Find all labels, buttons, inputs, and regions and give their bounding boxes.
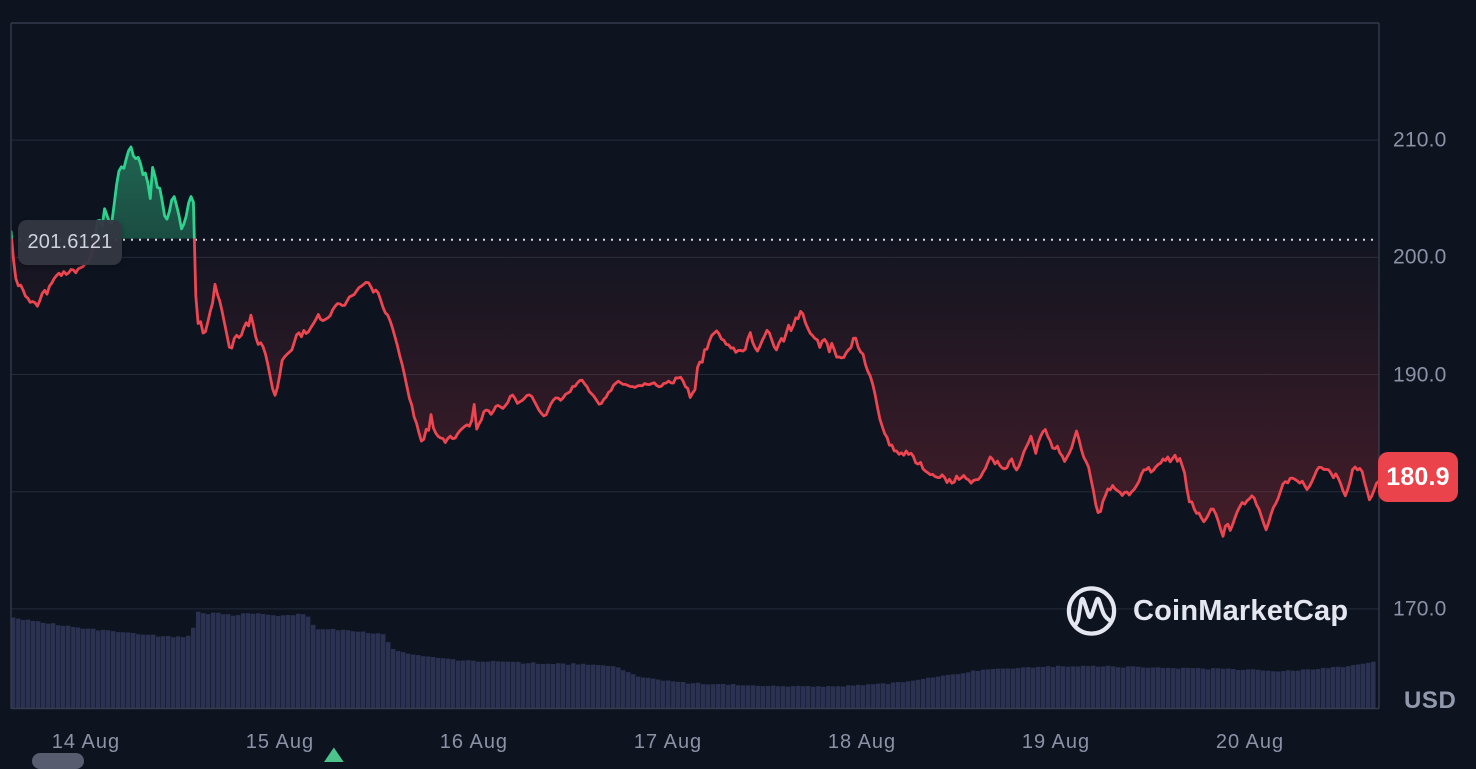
coinmarketcap-logo-icon	[1066, 586, 1117, 636]
x-axis-tick-label: 18 Aug	[827, 731, 897, 753]
current-price-value: 180.9	[1386, 462, 1450, 491]
baseline-price-value: 201.6121	[27, 231, 113, 253]
area-fill-below-baseline	[11, 238, 1379, 537]
event-marker-triangle[interactable]	[323, 747, 344, 763]
y-axis-tick-label: 210.0	[1393, 128, 1447, 152]
price-line-below-baseline	[11, 238, 1379, 538]
logo-circle	[1066, 586, 1117, 636]
x-axis-tick-label: 14 Aug	[51, 731, 121, 753]
currency-unit-label: USD	[1404, 687, 1457, 714]
volume-bars	[11, 611, 1376, 709]
x-axis-tick-label: 15 Aug	[245, 731, 315, 753]
y-axis-tick-label: 200.0	[1393, 245, 1447, 269]
y-axis-tick-label: 190.0	[1393, 363, 1447, 387]
y-axis-tick-label: 170.0	[1393, 597, 1447, 621]
x-axis-tick-label: 17 Aug	[633, 731, 703, 753]
current-price-badge: 180.9	[1378, 452, 1458, 502]
x-axis-tick-label: 20 Aug	[1215, 731, 1285, 753]
area-fill-above-baseline	[11, 146, 195, 239]
pane-border	[10, 22, 1380, 710]
partially-visible-pill	[32, 753, 84, 769]
coinmarketcap-logo-text: CoinMarketCap	[1133, 594, 1349, 627]
x-axis-tick-label: 19 Aug	[1021, 731, 1091, 753]
x-axis-tick-label: 16 Aug	[439, 731, 509, 753]
coinmarketcap-watermark: CoinMarketCap	[1064, 584, 1348, 638]
baseline-price-label: 201.6121	[18, 220, 122, 265]
